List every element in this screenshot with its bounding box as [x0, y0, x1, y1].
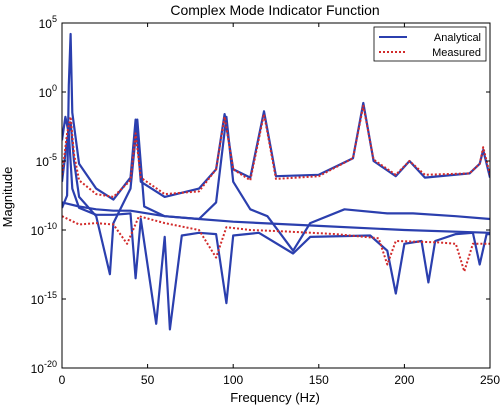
x-tick-label: 0 — [59, 373, 66, 387]
series-0-curve-2 — [62, 115, 490, 331]
x-tick-label: 100 — [223, 373, 243, 387]
y-tick-label: 10-10 — [31, 221, 57, 238]
x-tick-label: 250 — [480, 373, 500, 387]
y-tick-label: 105 — [39, 14, 57, 31]
x-axis-label: Frequency (Hz) — [230, 390, 320, 405]
y-tick-label: 10-15 — [31, 290, 57, 307]
axes: 0 50 100 150 200 250 10-20 10-15 10-10 10-5 100 105 — [31, 14, 500, 387]
y-axis-label: Magnitude — [0, 167, 15, 228]
series-1-curve-1 — [62, 215, 490, 273]
y-tick-label: 10-20 — [31, 359, 57, 376]
series-0-curve-3 — [62, 201, 490, 234]
x-tick-label: 50 — [141, 373, 155, 387]
plot-area — [62, 32, 490, 331]
plot-frame — [61, 22, 491, 369]
series-0-curve-1 — [62, 115, 490, 276]
legend-label-1: Measured — [432, 47, 481, 59]
series-1-curve-0 — [62, 104, 490, 198]
legend-box — [373, 26, 487, 62]
x-tick-label: 150 — [309, 373, 329, 387]
legend: Analytical Measured — [373, 26, 487, 62]
y-tick-label: 100 — [39, 83, 57, 100]
x-tick-label: 200 — [394, 373, 414, 387]
legend-label-0: Analytical — [434, 32, 481, 44]
y-tick-label: 10-5 — [36, 152, 57, 169]
chart-title: Complex Mode Indicator Function — [170, 2, 379, 18]
